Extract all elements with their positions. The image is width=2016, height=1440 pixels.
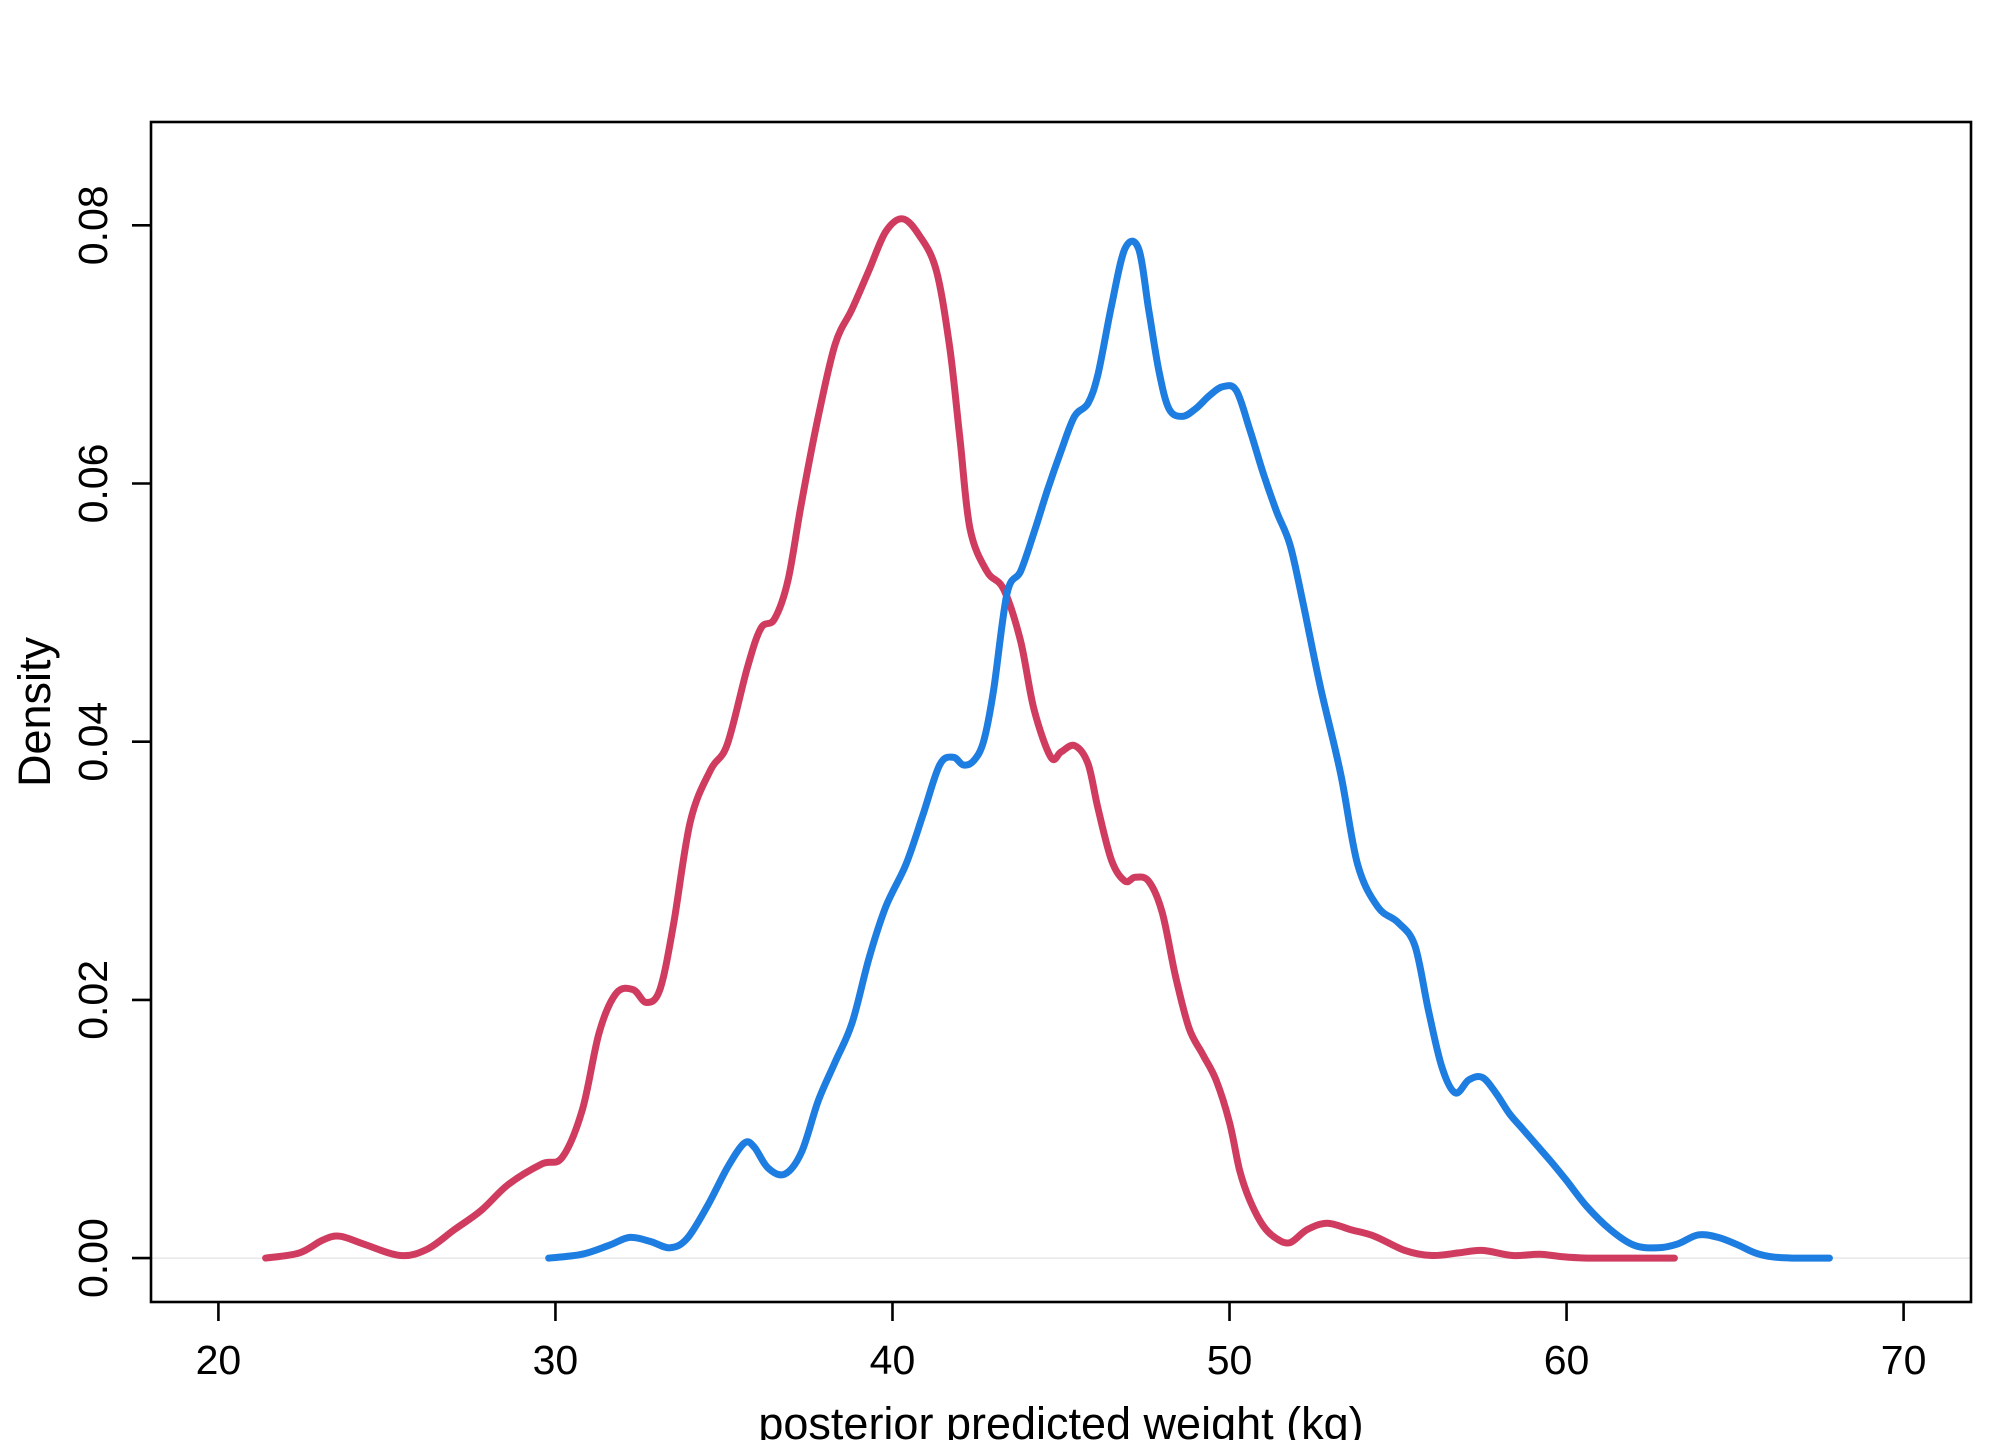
x-axis-title: posterior predicted weight (kg) xyxy=(758,1398,1363,1440)
x-tick-label: 30 xyxy=(533,1337,579,1383)
plot-frame xyxy=(149,120,1973,1304)
y-tick-label: 0.02 xyxy=(70,960,116,1040)
y-tick-label: 0.04 xyxy=(70,702,116,782)
x-tick-label: 70 xyxy=(1881,1337,1927,1383)
density-curve-2 xyxy=(545,237,1833,1262)
y-tick-label: 0.00 xyxy=(70,1218,116,1298)
series-layer xyxy=(262,215,1833,1262)
y-axis: 0.00 0.02 0.04 0.06 0.08 xyxy=(70,185,151,1298)
x-axis: 20 30 40 50 60 70 xyxy=(196,1302,1927,1383)
density-curve-1 xyxy=(262,215,1678,1262)
y-axis-title: Density xyxy=(9,636,60,787)
x-tick-label: 60 xyxy=(1544,1337,1590,1383)
x-tick-label: 40 xyxy=(870,1337,916,1383)
y-tick-label: 0.08 xyxy=(70,185,116,265)
y-tick-label: 0.06 xyxy=(70,444,116,524)
x-tick-label: 50 xyxy=(1207,1337,1253,1383)
x-tick-label: 20 xyxy=(196,1337,242,1383)
